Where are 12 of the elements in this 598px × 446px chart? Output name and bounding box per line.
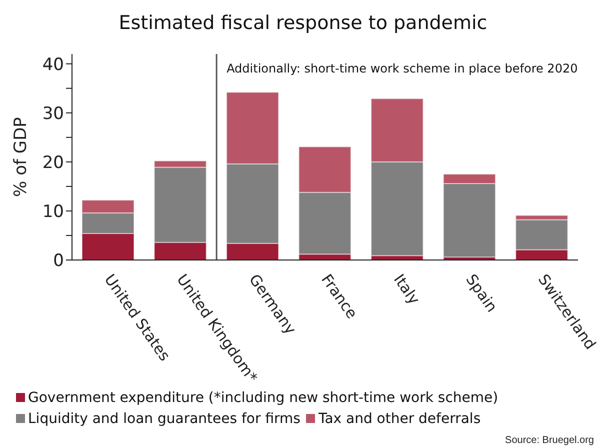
source-note: Source: Bruegel.org [505,435,594,446]
y-axis-title: % of GDP [11,117,32,197]
annotation: Additionally: short-time work scheme in place before 2020 [226,62,578,76]
y-tick-label: 30 [42,104,64,124]
y-tick-label: 10 [42,202,64,222]
y-tick-label: 20 [42,152,64,173]
y-tick-label: 0 [53,251,64,272]
y-tick-label: 40 [42,54,64,75]
chart-title: Estimated fiscal response to pandemic [118,11,488,36]
legend-label: Government expenditure (*including new short-time work scheme) [27,389,498,408]
legend-label: Liquidity and loan guarantees for firms [27,411,300,427]
legend-label: Tax and other deferrals [317,411,481,427]
